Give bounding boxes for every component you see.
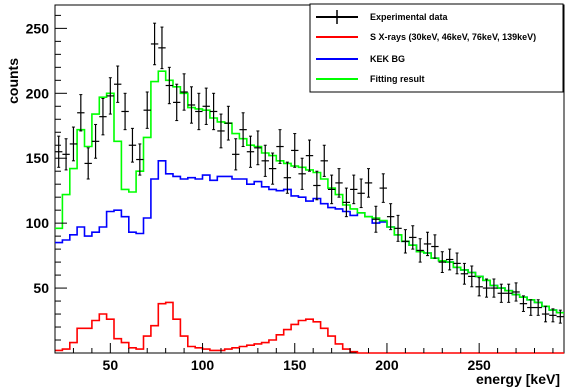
legend-label: KEK BG — [370, 54, 405, 64]
x-tick-label: 50 — [103, 357, 119, 373]
x-axis-title: energy [keV] — [476, 371, 560, 387]
x-tick-label: 200 — [375, 357, 399, 373]
y-tick-label: 100 — [26, 215, 50, 231]
y-tick-label: 50 — [33, 280, 49, 296]
x-tick-label: 150 — [283, 357, 307, 373]
y-tick-label: 200 — [26, 85, 50, 101]
legend: Experimental data S X-rays (30keV, 46keV,… — [310, 4, 563, 92]
x-tick-label: 100 — [191, 357, 215, 373]
legend-label: Fitting result — [370, 74, 425, 84]
y-axis-title: counts — [5, 58, 21, 104]
y-tick-label: 250 — [26, 20, 50, 36]
legend-label: S X-rays (30keV, 46keV, 76keV, 139keV) — [370, 32, 536, 42]
legend-label: Experimental data — [370, 12, 449, 22]
y-tick-label: 150 — [26, 150, 50, 166]
